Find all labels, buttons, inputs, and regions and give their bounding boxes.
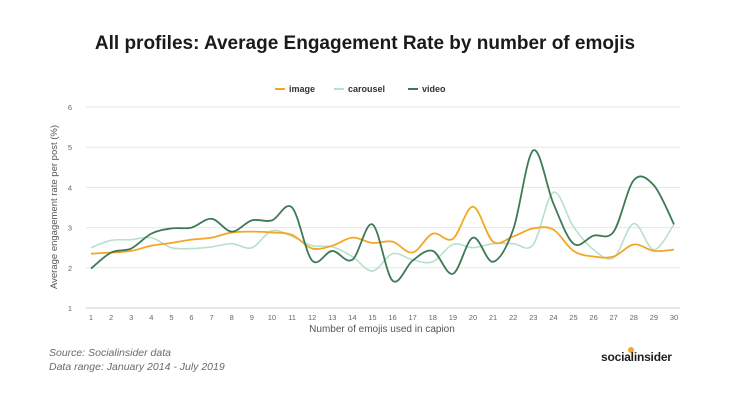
x-tick-label: 14 [348, 313, 356, 322]
y-tick-label: 1 [68, 304, 72, 313]
legend-label-carousel: carousel [348, 84, 385, 94]
x-tick-label: 5 [169, 313, 173, 322]
x-tick-label: 3 [129, 313, 133, 322]
y-axis-label: Average engagement rate per post (%) [49, 125, 60, 289]
y-tick-label: 2 [68, 264, 72, 273]
x-tick-label: 24 [549, 313, 557, 322]
y-tick-label: 6 [68, 103, 72, 112]
x-tick-label: 4 [149, 313, 153, 322]
source-text: Source: Socialinsider data [49, 347, 171, 359]
series-line-image [90, 205, 675, 259]
x-tick-label: 28 [630, 313, 638, 322]
y-tick-label: 3 [68, 224, 72, 233]
x-tick-label: 26 [589, 313, 597, 322]
x-tick-label: 20 [469, 313, 477, 322]
brand-logo: socialinsider [601, 350, 672, 364]
legend-label-video: video [422, 84, 446, 94]
x-tick-label: 25 [569, 313, 577, 322]
x-tick-label: 22 [509, 313, 517, 322]
x-tick-label: 18 [429, 313, 437, 322]
x-tick-label: 13 [328, 313, 336, 322]
x-tick-label: 7 [210, 313, 214, 322]
series-line-carousel [90, 191, 675, 272]
x-tick-label: 16 [388, 313, 396, 322]
x-tick-label: 23 [529, 313, 537, 322]
x-tick-label: 27 [610, 313, 618, 322]
y-tick-label: 4 [68, 183, 72, 192]
x-tick-label: 17 [408, 313, 416, 322]
x-tick-label: 1 [89, 313, 93, 322]
x-tick-label: 15 [368, 313, 376, 322]
series-line-video [90, 149, 675, 283]
source-note: Source: Socialinsider data Data range: J… [49, 346, 225, 374]
chart-title: All profiles: Average Engagement Rate by… [94, 33, 636, 54]
x-tick-label: 2 [109, 313, 113, 322]
x-tick-label: 6 [189, 313, 193, 322]
data-range-text: Data range: January 2014 - July 2019 [49, 361, 225, 373]
x-tick-label: 12 [308, 313, 316, 322]
x-tick-label: 21 [489, 313, 497, 322]
brand-logo-dot-icon [628, 347, 634, 353]
x-tick-label: 30 [670, 313, 678, 322]
x-tick-label: 8 [230, 313, 234, 322]
x-tick-label: 10 [268, 313, 276, 322]
x-tick-label: 9 [250, 313, 254, 322]
x-tick-label: 11 [288, 313, 296, 322]
legend-label-image: image [289, 84, 315, 94]
x-axis-label: Number of emojis used in capion [309, 324, 455, 335]
y-tick-label: 5 [68, 143, 72, 152]
x-tick-label: 29 [650, 313, 658, 322]
x-tick-label: 19 [449, 313, 457, 322]
